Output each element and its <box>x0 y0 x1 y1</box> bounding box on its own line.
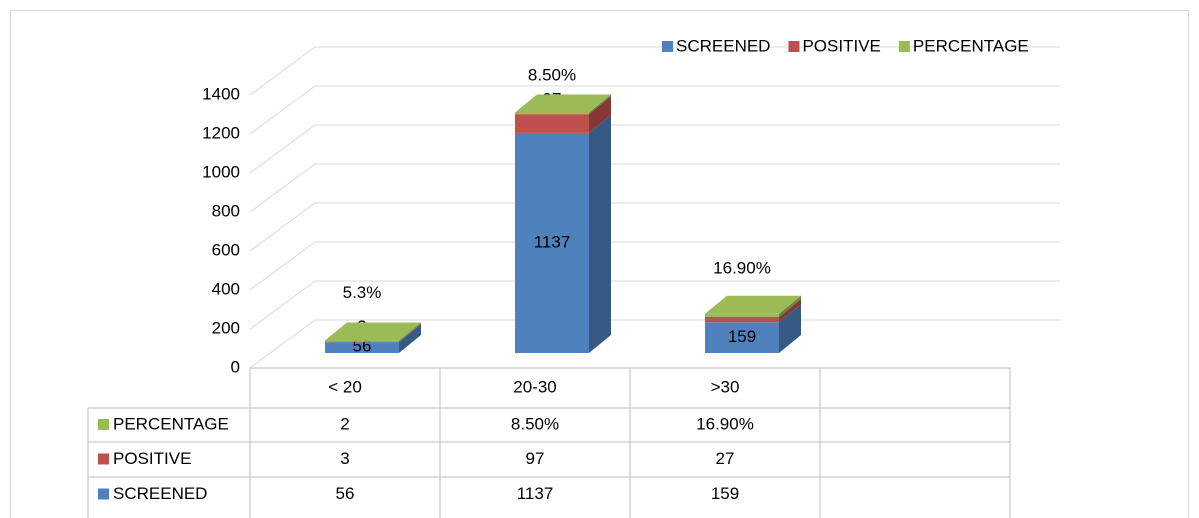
bar-segment <box>325 322 421 342</box>
table-cell: 159 <box>711 484 739 503</box>
grid-line <box>249 280 1060 330</box>
bar-top <box>515 94 611 113</box>
y-tick-label: 400 <box>212 279 240 298</box>
legend-key <box>98 488 109 500</box>
bar-front <box>705 313 779 317</box>
x-tick-label: 20-30 <box>513 377 556 396</box>
y-tick-label: 1400 <box>202 84 240 103</box>
bar-side <box>779 295 801 317</box>
bar-front <box>325 340 399 342</box>
grid-line <box>249 163 1060 213</box>
bar-side <box>589 96 611 133</box>
y-tick-label: 0 <box>231 357 240 376</box>
y-tick-label: 600 <box>212 240 240 259</box>
y-tick-label: 800 <box>212 201 240 220</box>
x-tick-label: < 20 <box>328 377 362 396</box>
legend-label: POSITIVE <box>802 36 880 55</box>
bar-segment <box>515 94 611 115</box>
data-label: 8.50% <box>528 66 576 85</box>
table-cell: 1137 <box>517 484 554 503</box>
y-tick-label: 1200 <box>202 123 240 142</box>
row-label: PERCENTAGE <box>113 414 229 433</box>
table-cell: 2 <box>340 414 349 433</box>
row-label: POSITIVE <box>113 449 191 468</box>
bar-side <box>399 324 421 353</box>
bar-segment <box>325 323 421 343</box>
bar-front <box>325 341 399 343</box>
grid-line <box>249 241 1060 291</box>
x-tick-label: >30 <box>711 377 740 396</box>
legend-label: PERCENTAGE <box>913 36 1029 55</box>
grid-line <box>249 202 1060 252</box>
bar-front <box>705 316 779 323</box>
grid-line <box>249 124 1060 174</box>
grid-line <box>249 46 1060 96</box>
bar-front <box>515 114 589 133</box>
data-label: 159 <box>728 327 756 346</box>
table-cell: 56 <box>336 484 355 503</box>
bar-side <box>779 304 801 353</box>
bar-top <box>705 295 801 314</box>
data-label: 16.90% <box>713 258 771 277</box>
bar-side <box>399 322 421 342</box>
bar-side <box>779 298 801 323</box>
table-cell: 16.90% <box>696 414 754 433</box>
bar-side <box>589 114 611 353</box>
bar-front <box>515 112 589 115</box>
y-tick-label: 200 <box>212 318 240 337</box>
data-label: 1137 <box>534 232 571 251</box>
bar-segment <box>705 295 801 317</box>
legend-key <box>98 453 109 465</box>
chart-border <box>10 10 1189 518</box>
table-cell: 97 <box>526 449 545 468</box>
bar-segment <box>705 304 801 353</box>
legend-swatch <box>788 41 800 52</box>
bar-side <box>589 94 611 115</box>
table-cell: 27 <box>716 449 735 468</box>
grid-line <box>249 319 1060 369</box>
row-label: SCREENED <box>113 484 207 503</box>
y-tick-label: 1000 <box>202 162 240 181</box>
legend-swatch <box>662 41 673 52</box>
bar-segment <box>705 298 801 323</box>
bar-segment <box>515 114 611 353</box>
bar-front <box>705 322 779 353</box>
legend-label: SCREENED <box>676 36 770 55</box>
bar-side <box>399 323 421 343</box>
bar-top <box>325 322 421 341</box>
bar-front <box>515 132 589 353</box>
table-cell: 3 <box>340 449 349 468</box>
legend-key <box>98 419 109 430</box>
legend-swatch <box>898 41 910 52</box>
grid-line <box>249 85 1060 135</box>
bar-segment <box>325 324 421 353</box>
bar-front <box>325 342 399 353</box>
bar-segment <box>515 96 611 133</box>
data-label: 5.3% <box>343 283 382 302</box>
table-cell: 8.50% <box>511 414 559 433</box>
